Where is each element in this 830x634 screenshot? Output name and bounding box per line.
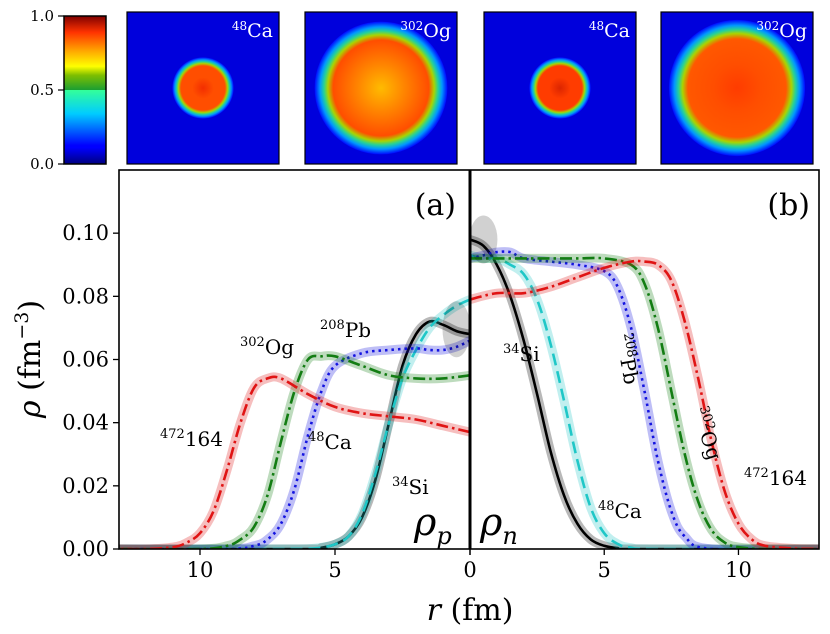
- inset-frame: [304, 11, 458, 165]
- y-tick-label: 0.10: [62, 221, 109, 245]
- x-tick-label: 5: [328, 558, 341, 582]
- series-label-34Si: 34Si: [503, 342, 540, 366]
- colorbar: 1.0 0.5 0.0: [30, 7, 107, 173]
- x-tick-label: 10: [187, 558, 214, 582]
- series-label-208Pb: 208Pb: [611, 332, 644, 386]
- colorbar-gradient: [64, 16, 106, 164]
- density-label: ρp: [413, 500, 452, 550]
- x-tick-label: 10: [725, 558, 752, 582]
- series-label-302Og: 302Og: [687, 404, 727, 463]
- series-line-302Og: [470, 256, 819, 549]
- series-label-34Si: 34Si: [392, 475, 429, 499]
- panel-label: (b): [767, 188, 810, 223]
- inset-density-disk: [314, 21, 448, 155]
- inset-frame: [660, 11, 814, 165]
- inset-density-disk: [172, 57, 234, 119]
- inset-label: 48Ca: [232, 19, 273, 42]
- series-label-48Ca: 48Ca: [598, 499, 642, 523]
- colorbar-tick-label: 1.0: [30, 7, 54, 25]
- x-tick-label: 5: [598, 558, 611, 582]
- inset-label: 302Og: [756, 19, 807, 42]
- x-tick-label: 0: [463, 558, 476, 582]
- series-label-472164: 472164: [744, 466, 807, 490]
- axes: 0.00 0.02 0.04 0.06 0.08 0.10 10 5 0 5 10 r (fm) ρ (…: [11, 221, 752, 628]
- inset-frame: [483, 11, 637, 165]
- series-line-48Ca: [119, 298, 470, 549]
- inset-proton-302Og: 302Og: [304, 11, 458, 165]
- inset-neutron-302Og: 302Og: [660, 11, 814, 165]
- panel-label: (a): [415, 188, 456, 223]
- uncertainty-band-core: [442, 301, 470, 358]
- uncertainty-band-208Pb: [119, 336, 470, 549]
- y-tick-label: 0.08: [62, 284, 109, 308]
- colorbar-tick-label: 0.0: [30, 155, 54, 173]
- inset-label: 48Ca: [589, 19, 630, 42]
- inset-proton-48Ca: 48Ca: [126, 11, 280, 165]
- series-line-472164: [470, 259, 819, 549]
- panel-a: 34Si 48Ca 208Pb 302Og 472164 (a) ρp: [119, 188, 470, 550]
- density-label: ρn: [479, 500, 518, 550]
- series-line-302Og: [119, 354, 470, 549]
- series-line-472164: [119, 375, 470, 549]
- y-axis-label: ρ (fm−3): [11, 300, 48, 419]
- series-label-208Pb: 208Pb: [320, 318, 371, 342]
- series-label-48Ca: 48Ca: [308, 430, 352, 454]
- inset-frame: [126, 11, 280, 165]
- panel-b: 34Si 48Ca 208Pb 302Og 472164 (b) ρn: [470, 188, 819, 550]
- series-label-472164: 472164: [160, 427, 223, 451]
- series-line-48Ca: [470, 254, 819, 549]
- y-tick-label: 0.06: [62, 348, 109, 372]
- series-label-302Og: 302Og: [240, 335, 294, 359]
- inset-density-disk: [668, 19, 806, 157]
- inset-neutron-48Ca: 48Ca: [483, 11, 637, 165]
- x-axis-label: r (fm): [427, 593, 514, 628]
- y-tick-label: 0.02: [62, 474, 109, 498]
- y-tick-label: 0.00: [62, 537, 109, 561]
- inset-density-disk: [529, 57, 591, 119]
- y-tick-label: 0.04: [62, 411, 109, 435]
- colorbar-tick-label: 0.5: [30, 81, 54, 99]
- uncertainty-band-208Pb: [470, 247, 819, 549]
- density-insets: 48Ca 302Og 48Ca 302Og: [126, 11, 814, 165]
- inset-label: 302Og: [400, 19, 451, 42]
- uncertainty-band-core: [470, 215, 498, 264]
